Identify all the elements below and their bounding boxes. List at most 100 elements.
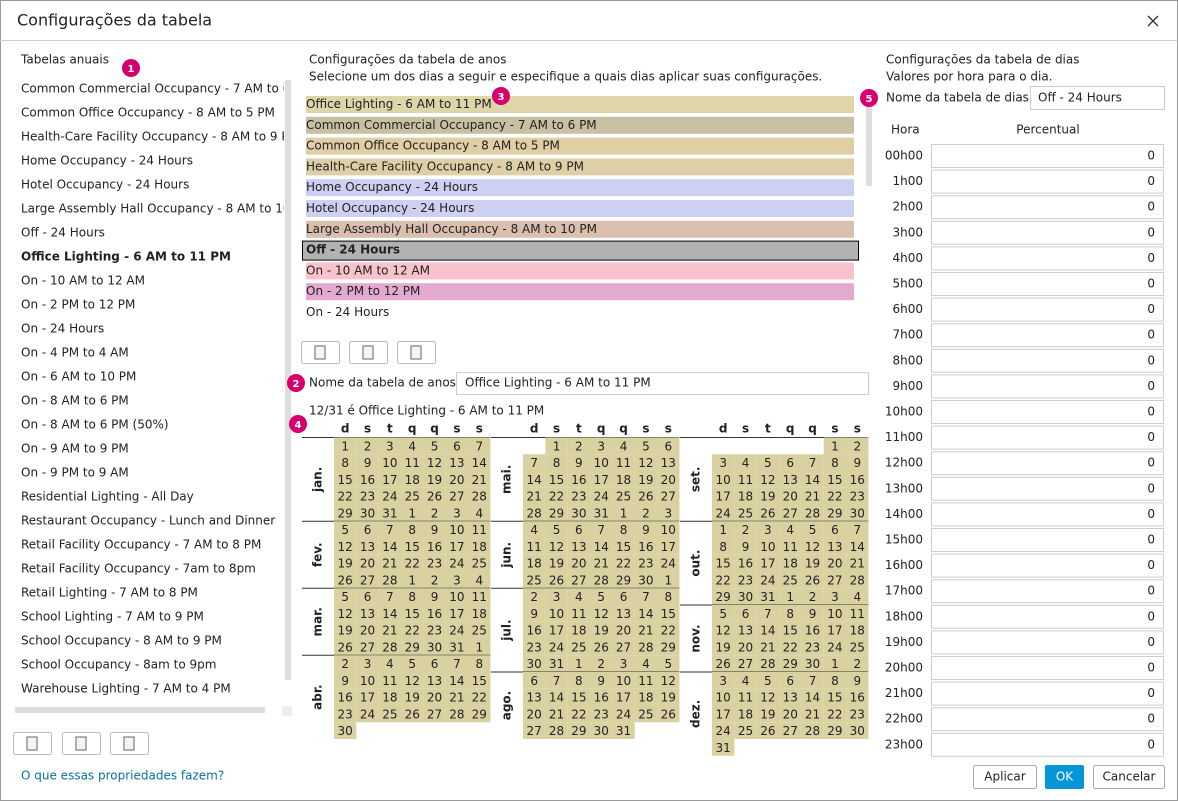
day-cell[interactable]	[756, 605, 780, 622]
day-cell[interactable]	[734, 688, 757, 706]
day-cell[interactable]	[401, 487, 424, 505]
day-cell[interactable]	[401, 672, 424, 689]
day-cell[interactable]	[657, 655, 680, 672]
day-cell[interactable]	[612, 722, 635, 739]
day-cell[interactable]	[401, 471, 424, 488]
day-cell[interactable]	[801, 454, 824, 471]
day-cell[interactable]	[423, 621, 446, 639]
day-cell[interactable]	[734, 588, 757, 605]
day-cell[interactable]	[334, 655, 357, 672]
annual-item[interactable]: Common Office Occupancy - 8 AM to 5 PM	[21, 106, 275, 120]
day-table-row[interactable]	[306, 179, 854, 197]
day-cell[interactable]	[846, 621, 869, 639]
day-cell[interactable]	[801, 521, 824, 538]
percent-input[interactable]	[931, 348, 1164, 373]
day-cell[interactable]	[445, 538, 469, 555]
day-cell[interactable]	[734, 554, 757, 572]
day-cell[interactable]	[423, 588, 446, 605]
percent-input[interactable]	[931, 630, 1164, 655]
day-cell[interactable]	[657, 588, 680, 605]
day-cell[interactable]	[846, 487, 869, 505]
percent-input[interactable]	[931, 195, 1164, 220]
day-cell[interactable]	[378, 487, 402, 505]
day-cell[interactable]	[823, 454, 847, 471]
day-cell[interactable]	[612, 588, 635, 605]
apply-button[interactable]	[973, 765, 1037, 789]
percent-input[interactable]	[931, 246, 1164, 271]
day-cell[interactable]	[567, 638, 591, 656]
day-cell[interactable]	[378, 705, 402, 723]
day-cell[interactable]	[846, 638, 869, 656]
day-cell[interactable]	[590, 538, 613, 555]
day-cell[interactable]	[657, 504, 680, 522]
day-cell[interactable]	[712, 605, 735, 622]
day-cell[interactable]	[334, 571, 357, 589]
day-cell[interactable]	[657, 521, 680, 538]
day-cell[interactable]	[734, 471, 757, 488]
day-cell[interactable]	[823, 554, 847, 572]
day-cell[interactable]	[846, 605, 869, 622]
day-cell[interactable]	[523, 605, 546, 622]
day-cell[interactable]	[801, 605, 824, 622]
day-cell[interactable]	[423, 538, 446, 555]
percent-input[interactable]	[931, 169, 1164, 194]
day-cell[interactable]	[779, 705, 802, 723]
day-cell[interactable]	[779, 504, 802, 522]
day-cell[interactable]	[334, 538, 357, 555]
day-cell[interactable]	[334, 487, 357, 505]
day-cell[interactable]	[634, 655, 658, 672]
day-cell[interactable]	[712, 739, 735, 756]
day-cell[interactable]	[567, 571, 591, 589]
day-cell[interactable]	[846, 521, 869, 538]
day-cell[interactable]	[378, 571, 402, 589]
day-cell[interactable]	[823, 471, 847, 488]
day-cell[interactable]	[445, 454, 469, 471]
annual-item[interactable]: Warehouse Lighting - 7 AM to 4 PM	[21, 682, 231, 696]
day-cell[interactable]	[590, 571, 613, 589]
day-cell[interactable]	[334, 454, 357, 471]
annual-item[interactable]: Common Commercial Occupancy - 7 AM to 6 …	[21, 82, 312, 96]
percent-input[interactable]	[931, 144, 1164, 168]
day-cell[interactable]	[590, 437, 613, 455]
day-cell[interactable]	[378, 638, 402, 656]
day-cell[interactable]	[612, 554, 635, 572]
day-cell[interactable]	[590, 722, 613, 739]
day-cell[interactable]	[590, 621, 613, 639]
day-cell[interactable]	[657, 672, 680, 689]
day-cell[interactable]	[356, 621, 379, 639]
day-cell[interactable]	[378, 621, 402, 639]
day-cell[interactable]	[590, 521, 613, 538]
percent-input[interactable]	[931, 707, 1164, 732]
day-cell[interactable]	[523, 504, 546, 522]
annual-item[interactable]: Retail Facility Occupancy - 7am to 8pm	[21, 562, 256, 576]
day-cell[interactable]	[734, 638, 757, 656]
day-cell[interactable]	[334, 554, 357, 572]
day-cell[interactable]	[567, 672, 591, 689]
day-cell[interactable]	[846, 722, 869, 739]
day-cell[interactable]	[823, 638, 847, 656]
day-cell[interactable]	[523, 588, 546, 605]
day-cell[interactable]	[846, 588, 869, 605]
day-cell[interactable]	[846, 554, 869, 572]
day-cell[interactable]	[801, 588, 824, 605]
day-cell[interactable]	[846, 655, 869, 672]
day-cell[interactable]	[378, 554, 402, 572]
day-cell[interactable]	[468, 672, 491, 689]
day-cell[interactable]	[545, 554, 568, 572]
day-cell[interactable]	[712, 471, 735, 488]
day-cell[interactable]	[634, 705, 658, 723]
annual-item[interactable]: School Occupancy - 8 AM to 9 PM	[21, 634, 222, 648]
day-cell[interactable]	[779, 454, 802, 471]
day-cell[interactable]	[423, 638, 446, 656]
day-cell[interactable]	[523, 705, 546, 723]
annual-item[interactable]: Off - 24 Hours	[21, 226, 105, 240]
annual-item[interactable]: Health-Care Facility Occupancy - 8 AM to…	[21, 130, 299, 144]
day-cell[interactable]	[401, 437, 424, 455]
day-cell[interactable]	[590, 672, 613, 689]
percent-input[interactable]	[931, 656, 1164, 680]
day-cell[interactable]	[823, 571, 847, 589]
day-cell[interactable]	[756, 454, 780, 471]
day-cell[interactable]	[445, 437, 469, 455]
day-cell[interactable]	[401, 554, 424, 572]
day-cell[interactable]	[712, 588, 735, 605]
